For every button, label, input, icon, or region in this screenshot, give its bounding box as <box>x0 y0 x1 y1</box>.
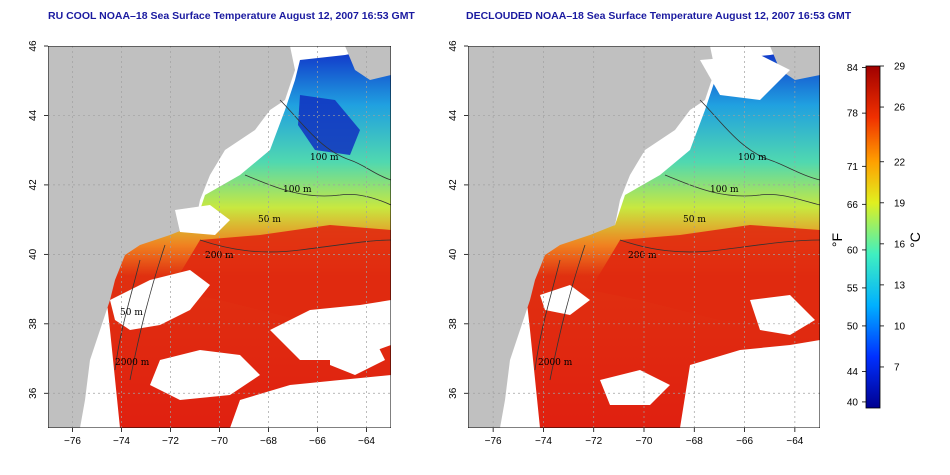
left-isobath-label: 50 m <box>258 215 281 225</box>
left-isobath-label: 2000 m <box>115 358 150 368</box>
left-isobath-label: 100 m <box>310 153 339 163</box>
x-tick-label: −72 <box>162 436 179 447</box>
x-tick-label: −68 <box>260 436 277 447</box>
right-isobath-label: 100 m <box>738 153 767 163</box>
celsius-tick-label: 7 <box>894 362 900 373</box>
right-clouds <box>540 55 820 428</box>
x-tick-label: −76 <box>485 436 502 447</box>
right-axis-ticks: −76 −74 −72 −70 −68 −66 −64 36 38 40 42 44 46 <box>448 40 804 447</box>
fahrenheit-tick-label: 50 <box>847 321 859 332</box>
y-tick-label: 40 <box>448 248 459 260</box>
fahrenheit-tick-label: 71 <box>847 162 859 173</box>
left-isobath-label: 50 m <box>120 308 143 318</box>
right-isobath-label: 2000 m <box>538 358 573 368</box>
colorbar-celsius-ticks: 7 10 13 16 19 22 26 29 <box>880 62 906 373</box>
y-tick-label: 46 <box>28 40 39 52</box>
left-land-nova-scotia <box>345 46 391 80</box>
colorbar-fahrenheit-ticks: 40 44 50 55 60 66 71 78 84 <box>847 63 866 408</box>
right-land <box>468 46 715 428</box>
celsius-unit-label: °C <box>907 232 923 248</box>
colorbar-gradient <box>865 65 881 409</box>
left-gridlines <box>48 46 391 428</box>
left-isobaths <box>114 99 391 381</box>
y-tick-label: 38 <box>448 318 459 330</box>
x-tick-label: −70 <box>636 436 653 447</box>
right-isobath-label: 200 m <box>628 251 657 261</box>
celsius-tick-label: 29 <box>894 62 906 73</box>
y-tick-label: 36 <box>28 387 39 399</box>
y-tick-label: 38 <box>28 318 39 330</box>
right-isobaths <box>534 99 820 381</box>
left-sst-map: 100 m 100 m 50 m 200 m 50 m 2000 m <box>48 46 391 428</box>
x-tick-label: −74 <box>113 436 130 447</box>
left-clouds <box>110 205 391 428</box>
left-gulfstream-warm-core <box>170 225 391 330</box>
y-tick-label: 36 <box>448 387 459 399</box>
celsius-tick-label: 26 <box>894 103 906 114</box>
x-tick-label: −70 <box>211 436 228 447</box>
fahrenheit-tick-label: 66 <box>847 200 859 211</box>
celsius-tick-label: 19 <box>894 198 906 209</box>
x-tick-label: −76 <box>64 436 81 447</box>
fahrenheit-tick-label: 84 <box>847 63 859 74</box>
right-isobath-label: 50 m <box>683 215 706 225</box>
fahrenheit-tick-label: 55 <box>847 283 859 294</box>
y-tick-label: 46 <box>448 40 459 52</box>
right-gridlines <box>468 46 820 428</box>
y-tick-label: 44 <box>28 109 39 121</box>
x-tick-label: −66 <box>309 436 326 447</box>
fahrenheit-tick-label: 44 <box>847 367 859 378</box>
y-tick-label: 40 <box>28 248 39 260</box>
x-tick-label: −66 <box>736 436 753 447</box>
x-tick-label: −72 <box>585 436 602 447</box>
y-tick-label: 44 <box>448 109 459 121</box>
fahrenheit-tick-label: 60 <box>847 245 859 256</box>
left-map-title: RU COOL NOAA–18 Sea Surface Temperature … <box>48 10 415 22</box>
colorbar: 40 44 50 55 60 66 71 78 84 7 10 13 16 19 22 26 29 °F °C <box>829 62 923 409</box>
x-tick-label: −74 <box>535 436 552 447</box>
right-map-title: DECLOUDED NOAA–18 Sea Surface Temperatur… <box>466 10 852 22</box>
x-tick-label: −68 <box>686 436 703 447</box>
y-tick-label: 42 <box>448 179 459 191</box>
y-tick-label: 42 <box>28 179 39 191</box>
celsius-tick-label: 22 <box>894 157 906 168</box>
left-cold-pool <box>298 95 360 155</box>
celsius-tick-label: 13 <box>894 280 906 291</box>
right-sst-map: 100 m 100 m 50 m 200 m 2000 m <box>468 46 820 428</box>
left-axis-ticks: −76 −74 −72 −70 −68 −66 −64 36 38 40 42 44 46 <box>28 40 375 447</box>
left-isobath-label: 100 m <box>283 185 312 195</box>
fahrenheit-unit-label: °F <box>829 233 845 247</box>
celsius-tick-label: 10 <box>894 321 906 332</box>
x-tick-label: −64 <box>358 436 375 447</box>
celsius-tick-label: 16 <box>894 239 906 250</box>
right-isobath-label: 100 m <box>710 185 739 195</box>
fahrenheit-tick-label: 78 <box>847 109 859 120</box>
x-tick-label: −64 <box>786 436 803 447</box>
left-land <box>48 46 295 428</box>
fahrenheit-tick-label: 40 <box>847 397 859 408</box>
